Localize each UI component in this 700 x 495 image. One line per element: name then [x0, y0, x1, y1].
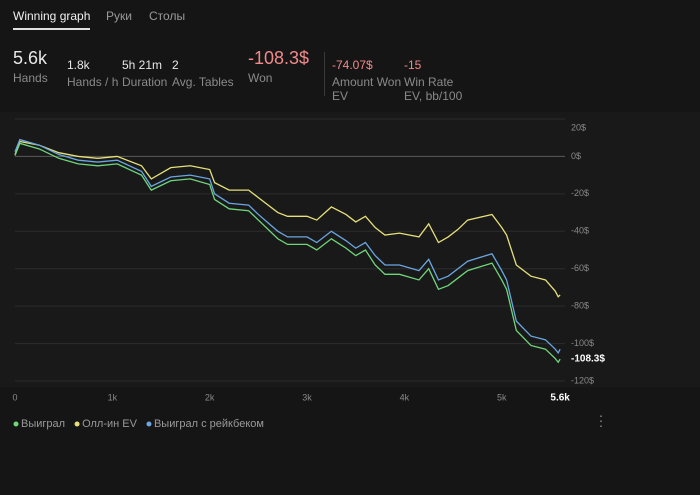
stat: -74.07$ Amount Won EV [332, 58, 402, 103]
y-tick-label: 0$ [571, 151, 581, 161]
series-line [14, 142, 561, 364]
legend-dot [13, 421, 19, 427]
y-tick-label: -80$ [571, 301, 589, 311]
tab[interactable]: Winning graph [13, 9, 91, 30]
x-tick-label: 4k [400, 392, 410, 402]
y-tick-label: -100$ [571, 338, 594, 348]
legend-dot [74, 421, 80, 427]
x-tick-label: 2k [205, 392, 215, 402]
stat-value: -74.07$ [332, 58, 373, 72]
stat-value: 5h 21m [122, 58, 163, 72]
stat-label: Win Rate EV, bb/100 [404, 75, 463, 103]
y-tick-label: -40$ [571, 226, 589, 236]
legend-label: Выиграл с рейкбеком [154, 418, 264, 430]
stat-label: Avg. Tables [172, 75, 234, 89]
tab[interactable]: Столы [149, 9, 186, 23]
y-tick-label: -120$ [571, 375, 594, 385]
chart-panel [0, 112, 700, 387]
legend-dot [146, 421, 152, 427]
x-tick-label: 5k [497, 392, 507, 402]
stat-label: Duration [122, 75, 168, 89]
y-tick-label: 20$ [571, 122, 586, 132]
stat-label: Amount Won EV [332, 75, 402, 103]
stat: 2 Avg. Tables [172, 58, 234, 89]
stat: -15 Win Rate EV, bb/100 [404, 58, 472, 103]
legend-label: Олл-ин EV [82, 418, 138, 430]
x-tick-label: 1k [108, 392, 118, 402]
stat-value: -15 [404, 58, 422, 72]
stat: 1.8k Hands / h [67, 58, 118, 89]
stat-value: 2 [172, 58, 179, 72]
stat: 5h 21m Duration [122, 58, 167, 89]
x-tick-label: 0 [12, 392, 17, 402]
series-line [14, 140, 561, 298]
x-end-label: 5.6k [550, 393, 570, 404]
stat-value: 1.8k [67, 58, 90, 72]
tab[interactable]: Руки [106, 9, 132, 23]
stat-value: -108.3$ [248, 48, 310, 68]
menu-icon[interactable]: ⋮ [594, 413, 608, 429]
legend-label: Выиграл [21, 418, 65, 430]
x-tick-label: 3k [302, 392, 312, 402]
end-value-label: -108.3$ [571, 354, 605, 365]
series-line [14, 138, 561, 355]
stat-label: Hands [13, 71, 48, 85]
y-tick-label: -20$ [571, 188, 589, 198]
separator [324, 52, 325, 96]
stat-label: Hands / h [67, 75, 119, 89]
stat: -108.3$ Won [248, 48, 309, 85]
stat-label: Won [248, 71, 273, 85]
stat: 5.6k Hands [13, 48, 48, 85]
y-tick-label: -60$ [571, 263, 589, 273]
stat-value: 5.6k [13, 48, 48, 68]
